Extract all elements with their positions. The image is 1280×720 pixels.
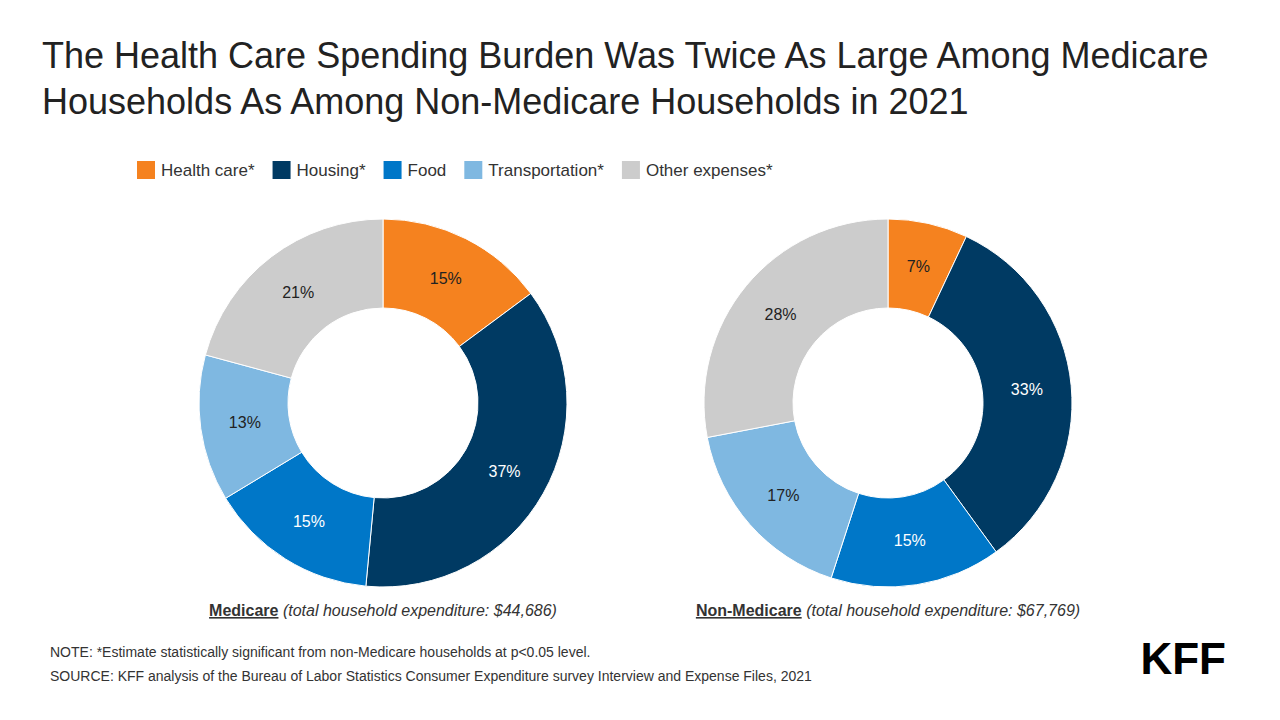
data-label: 17% — [767, 487, 799, 504]
legend-label: Food — [408, 161, 447, 180]
donut: 7% 33% 15% 17% 28% — [704, 219, 1072, 587]
slice — [704, 219, 888, 437]
data-label: 21% — [282, 284, 314, 301]
chart: The Health Care Spending Burden Was Twic… — [0, 0, 1280, 720]
legend-swatch — [273, 161, 291, 179]
slice — [205, 219, 383, 378]
title: The Health Care Spending Burden Was Twic… — [42, 35, 1209, 122]
legend-label: Housing* — [297, 161, 366, 180]
pie-name: Non-Medicare — [696, 602, 802, 619]
data-label: 33% — [1011, 381, 1043, 398]
slice — [707, 421, 858, 578]
logo: KFF — [1140, 634, 1226, 683]
pie-caption: Medicare (total household expenditure: $… — [209, 602, 557, 619]
data-label: 7% — [907, 258, 930, 275]
pie-subtitle: (total household expenditure: $44,686) — [283, 602, 557, 619]
legend-label: Other expenses* — [646, 161, 773, 180]
data-label: 15% — [430, 270, 462, 287]
donut: 15% 37% 15% 13% 21% — [199, 219, 567, 587]
pie-name: Medicare — [209, 602, 278, 619]
source: SOURCE: KFF analysis of the Bureau of La… — [50, 668, 812, 684]
data-label: 13% — [229, 414, 261, 431]
legend-swatch — [464, 161, 482, 179]
data-label: 15% — [894, 532, 926, 549]
slice — [366, 293, 567, 587]
pie-caption: Non-Medicare (total household expenditur… — [696, 602, 1080, 619]
legend-swatch — [622, 161, 640, 179]
data-label: 28% — [764, 306, 796, 323]
legend: Health care* Housing* Food Transportation* O… — [137, 161, 773, 180]
legend-swatch — [137, 161, 155, 179]
data-label: 37% — [489, 463, 521, 480]
legend-label: Health care* — [161, 161, 255, 180]
note: NOTE: *Estimate statistically significan… — [50, 644, 590, 660]
pie-subtitle: (total household expenditure: $67,769) — [806, 602, 1080, 619]
data-label: 15% — [293, 513, 325, 530]
legend-swatch — [384, 161, 402, 179]
background — [0, 0, 1280, 720]
legend-label: Transportation* — [488, 161, 604, 180]
